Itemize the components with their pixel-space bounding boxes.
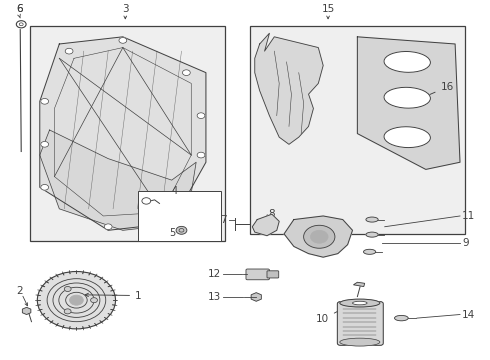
Ellipse shape [384, 51, 430, 72]
Circle shape [41, 98, 49, 104]
Text: 5: 5 [169, 228, 175, 238]
Circle shape [119, 37, 127, 43]
Circle shape [70, 295, 83, 305]
FancyBboxPatch shape [337, 302, 383, 345]
Circle shape [41, 141, 49, 147]
Circle shape [64, 287, 71, 292]
Text: 10: 10 [316, 304, 352, 324]
Bar [138, 191, 220, 241]
Circle shape [311, 230, 328, 243]
Text: 9: 9 [462, 238, 468, 248]
Ellipse shape [384, 87, 430, 108]
Ellipse shape [340, 299, 380, 307]
Text: 16: 16 [426, 82, 454, 96]
Circle shape [176, 226, 187, 234]
Ellipse shape [366, 217, 378, 222]
Text: 4: 4 [171, 186, 177, 196]
Text: 6: 6 [16, 4, 23, 14]
Circle shape [104, 224, 112, 230]
Ellipse shape [394, 315, 408, 321]
Circle shape [91, 298, 98, 303]
Ellipse shape [352, 301, 367, 305]
Circle shape [304, 225, 335, 248]
Polygon shape [284, 216, 352, 257]
Text: 15: 15 [321, 4, 335, 14]
Circle shape [64, 309, 71, 314]
Ellipse shape [384, 127, 430, 148]
Polygon shape [23, 307, 31, 315]
Polygon shape [255, 33, 323, 144]
FancyBboxPatch shape [267, 271, 279, 278]
Circle shape [197, 152, 205, 158]
Circle shape [197, 113, 205, 118]
Circle shape [41, 184, 49, 190]
Circle shape [16, 21, 26, 28]
Text: 13: 13 [208, 292, 221, 302]
Polygon shape [357, 37, 460, 170]
Bar [250, 26, 465, 234]
Circle shape [182, 70, 190, 76]
Text: 12: 12 [208, 269, 221, 279]
Polygon shape [40, 130, 196, 230]
Ellipse shape [340, 338, 380, 346]
Polygon shape [40, 37, 206, 230]
Circle shape [168, 213, 175, 219]
Ellipse shape [364, 249, 376, 254]
Circle shape [65, 48, 73, 54]
Text: 14: 14 [462, 310, 475, 320]
Text: 8: 8 [265, 209, 275, 219]
Text: 2: 2 [16, 286, 23, 296]
Polygon shape [252, 214, 279, 236]
Text: 6: 6 [16, 4, 23, 14]
Circle shape [142, 198, 151, 204]
Polygon shape [251, 293, 261, 301]
Polygon shape [353, 282, 365, 287]
Text: 1: 1 [85, 291, 142, 301]
Circle shape [37, 271, 116, 329]
Ellipse shape [366, 232, 378, 237]
Text: 11: 11 [462, 211, 475, 221]
Bar [30, 26, 225, 241]
Text: 7: 7 [220, 215, 227, 225]
Text: 3: 3 [122, 4, 128, 14]
FancyBboxPatch shape [246, 269, 270, 280]
